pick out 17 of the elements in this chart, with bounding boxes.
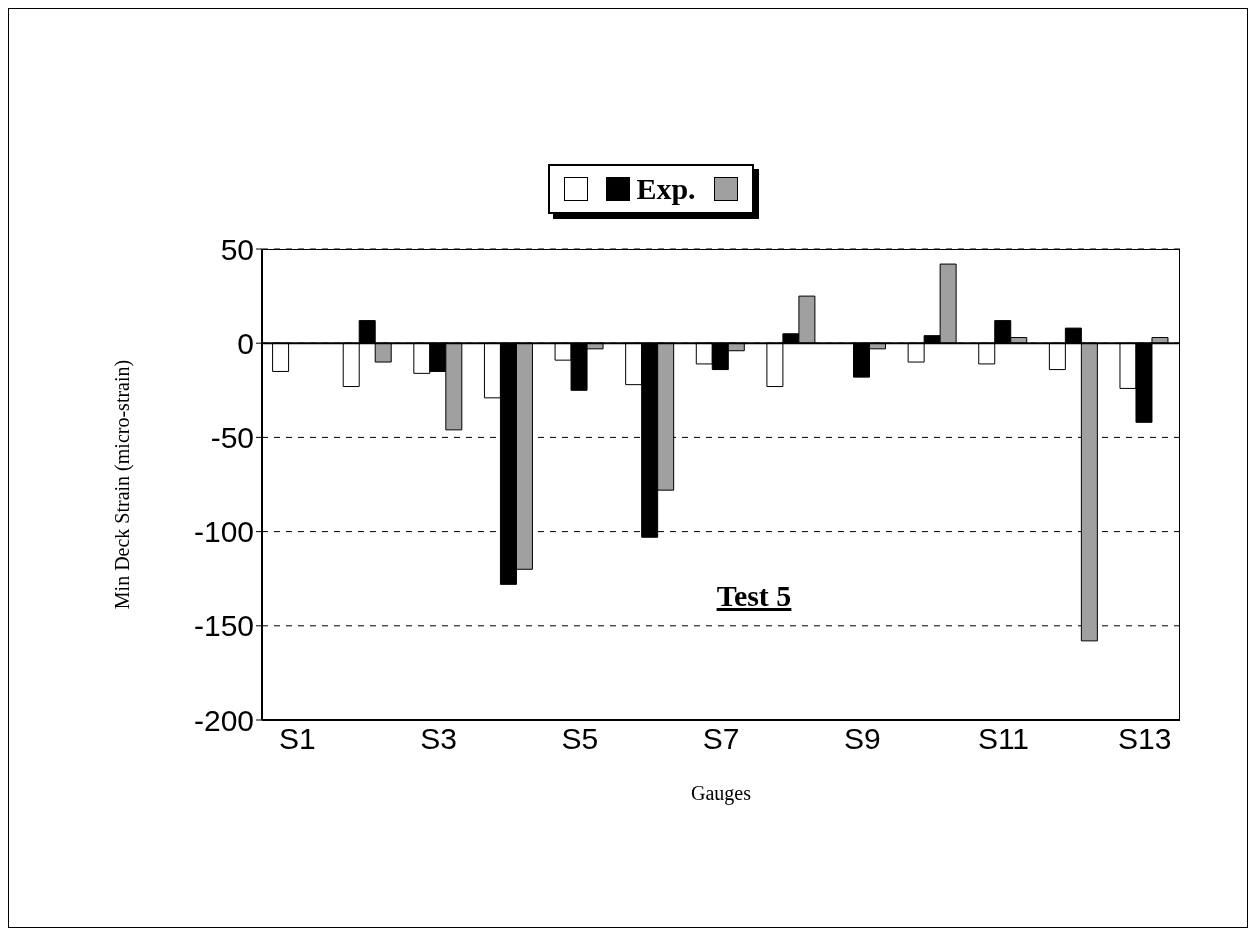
x-tick-label: S13 xyxy=(1118,722,1172,756)
x-tick-label: S11 xyxy=(977,722,1030,756)
x-tick-label: S1 xyxy=(278,722,316,756)
y-tick-label: -100 xyxy=(193,515,254,549)
y-tick-label: 0 xyxy=(237,326,254,360)
legend-label: Exp. xyxy=(636,172,696,206)
x-axis-title: Gauges xyxy=(691,782,752,805)
x-tick-label: S9 xyxy=(843,722,881,756)
y-tick-label: 50 xyxy=(220,232,254,266)
annotation: Test 5 xyxy=(715,579,793,613)
x-tick-label: S5 xyxy=(561,722,599,756)
x-tick-label: S3 xyxy=(420,722,457,756)
y-tick-label: -50 xyxy=(210,421,254,455)
y-axis-title: Min Deck Strain (micro-strain) xyxy=(111,359,135,610)
y-tick-label: -150 xyxy=(193,609,254,643)
x-tick-label: S7 xyxy=(702,722,740,756)
y-tick-label: -200 xyxy=(193,703,254,737)
